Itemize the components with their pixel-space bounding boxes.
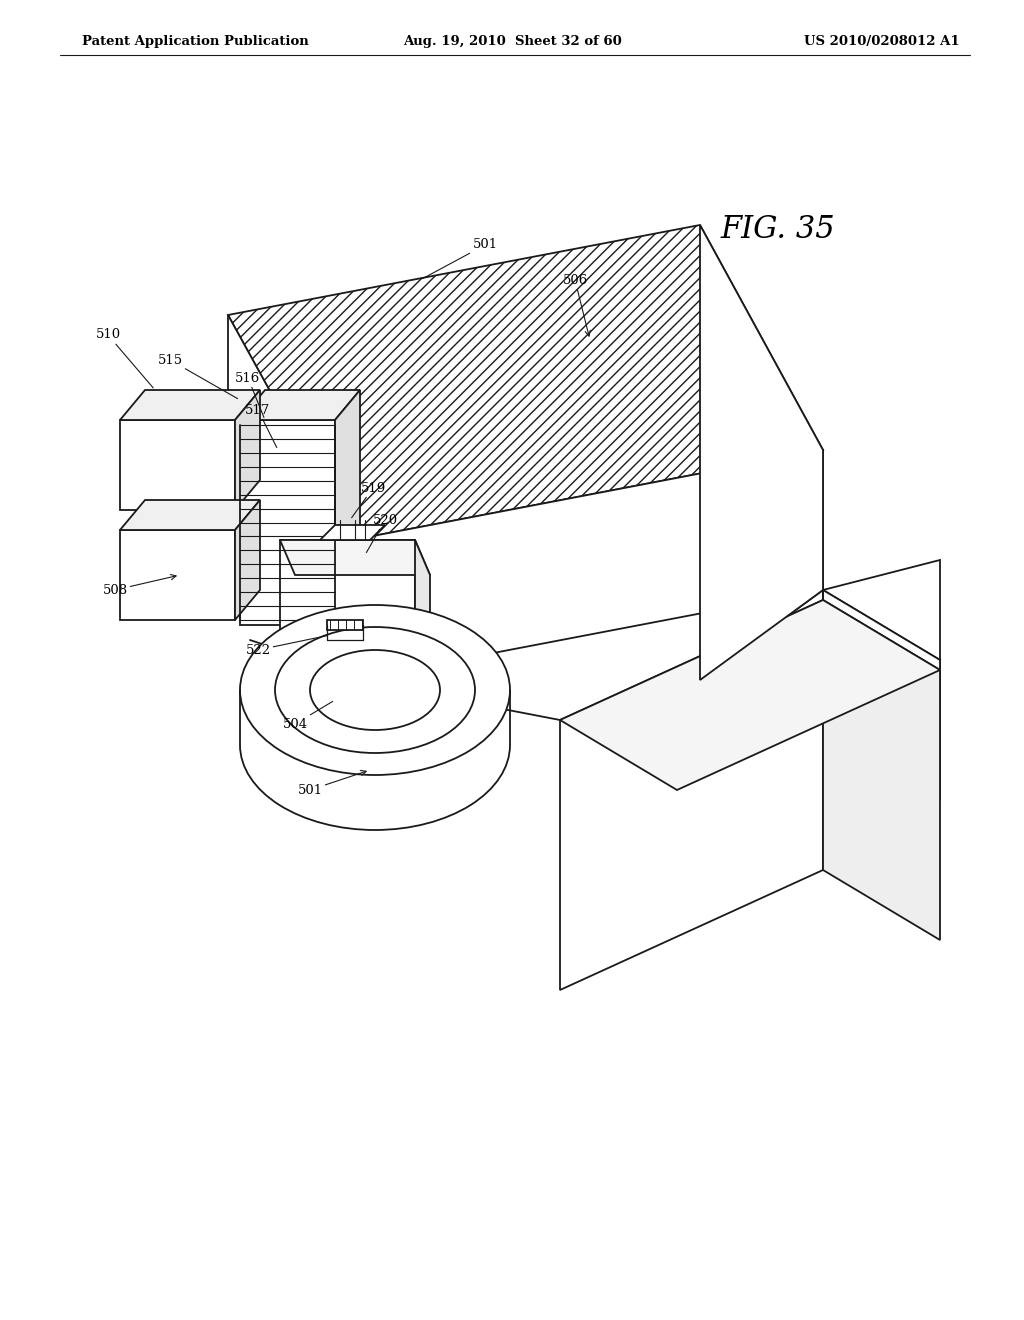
Polygon shape — [234, 500, 260, 620]
Polygon shape — [280, 540, 415, 649]
Polygon shape — [335, 389, 360, 624]
Polygon shape — [120, 531, 234, 620]
Text: 510: 510 — [95, 329, 154, 388]
Polygon shape — [120, 500, 260, 531]
Polygon shape — [228, 315, 352, 680]
Polygon shape — [280, 540, 430, 576]
Polygon shape — [240, 420, 335, 624]
Text: 501: 501 — [297, 771, 367, 796]
Polygon shape — [823, 590, 940, 830]
Polygon shape — [700, 224, 823, 680]
Polygon shape — [700, 590, 823, 920]
Text: 515: 515 — [158, 354, 238, 399]
Polygon shape — [240, 389, 360, 420]
Text: 522: 522 — [246, 635, 328, 656]
Polygon shape — [823, 601, 940, 940]
Text: FIG. 35: FIG. 35 — [720, 214, 835, 246]
Polygon shape — [327, 620, 362, 630]
Text: 516: 516 — [236, 371, 264, 417]
Ellipse shape — [275, 627, 475, 752]
Text: 517: 517 — [246, 404, 276, 447]
Text: Aug. 19, 2010  Sheet 32 of 60: Aug. 19, 2010 Sheet 32 of 60 — [402, 36, 622, 49]
Polygon shape — [228, 224, 823, 540]
Text: Patent Application Publication: Patent Application Publication — [82, 36, 309, 49]
Text: 506: 506 — [562, 273, 590, 337]
Text: 508: 508 — [102, 574, 176, 597]
Text: 504: 504 — [283, 701, 333, 730]
Polygon shape — [234, 389, 260, 510]
Text: US 2010/0208012 A1: US 2010/0208012 A1 — [805, 36, 961, 49]
Text: 520: 520 — [367, 513, 397, 553]
Text: 519: 519 — [351, 482, 386, 517]
Polygon shape — [415, 540, 430, 685]
Text: 501: 501 — [423, 239, 498, 279]
Polygon shape — [560, 601, 940, 789]
Polygon shape — [560, 601, 823, 990]
Polygon shape — [352, 450, 823, 680]
Polygon shape — [700, 590, 940, 750]
Polygon shape — [700, 560, 940, 700]
Ellipse shape — [240, 605, 510, 775]
Ellipse shape — [310, 649, 440, 730]
Polygon shape — [319, 525, 385, 540]
Polygon shape — [120, 389, 260, 420]
Polygon shape — [120, 420, 234, 510]
